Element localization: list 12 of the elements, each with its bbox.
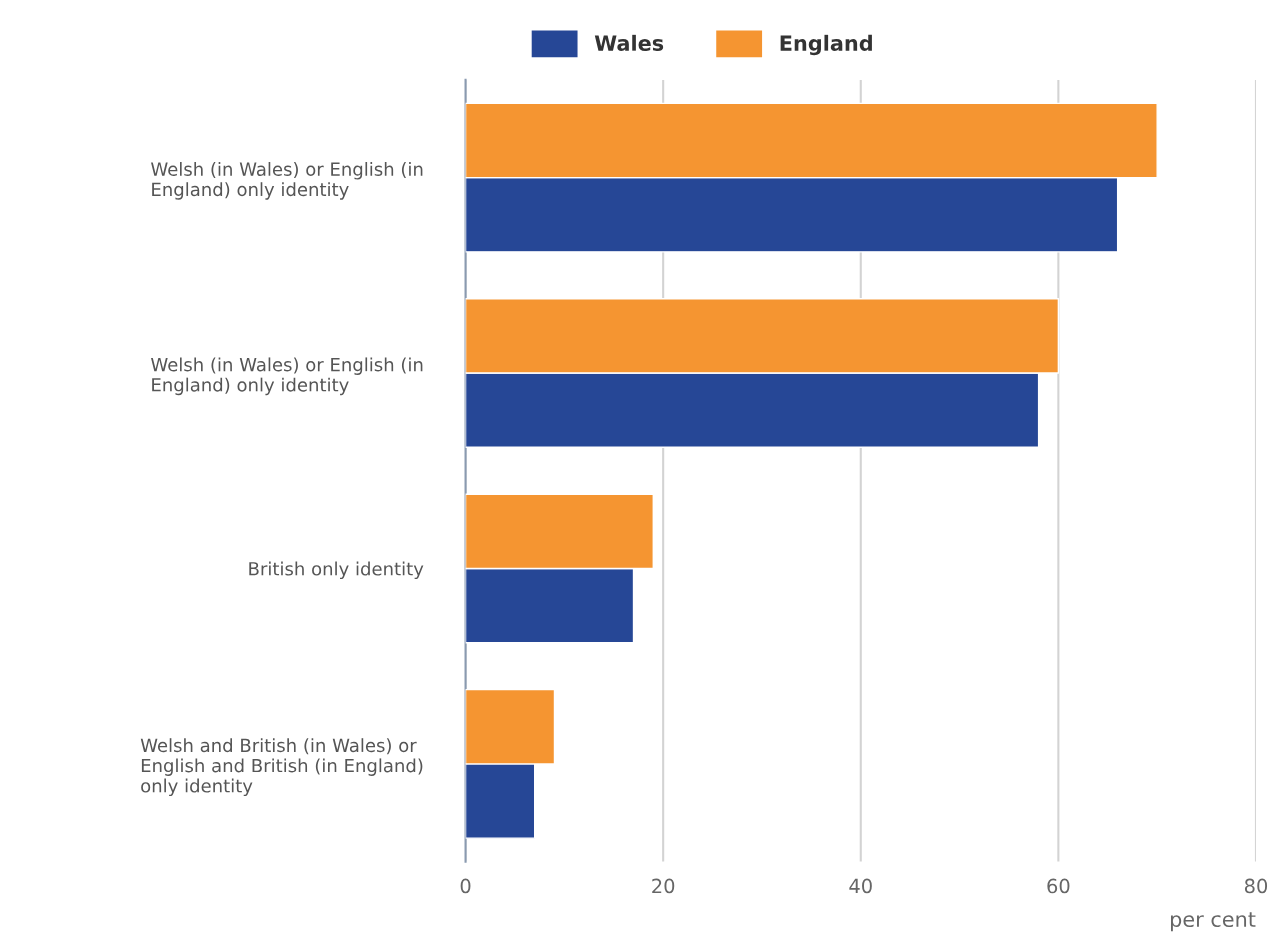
y-tick-label: Welsh (in Wales) or English (in England) only identity [151, 357, 423, 396]
legend-label: Wales [594, 34, 664, 51]
x-tick-label: 20 [652, 878, 675, 894]
x-tick-label: 0 [460, 878, 471, 894]
y-tick-label: British only identity [249, 561, 424, 580]
x-tick-label: 60 [1047, 878, 1070, 894]
legend-label: England [780, 34, 872, 56]
x-tick-label: 40 [849, 878, 872, 894]
y-tick-label: Welsh (in Wales) or English (in England) only identity [151, 162, 423, 200]
x-tick-label: 80 [1244, 878, 1268, 894]
x-axis-title: per cent [1170, 912, 1256, 932]
y-tick-label: Welsh and British (in Wales) or English and British (in England) only identity [140, 738, 423, 797]
